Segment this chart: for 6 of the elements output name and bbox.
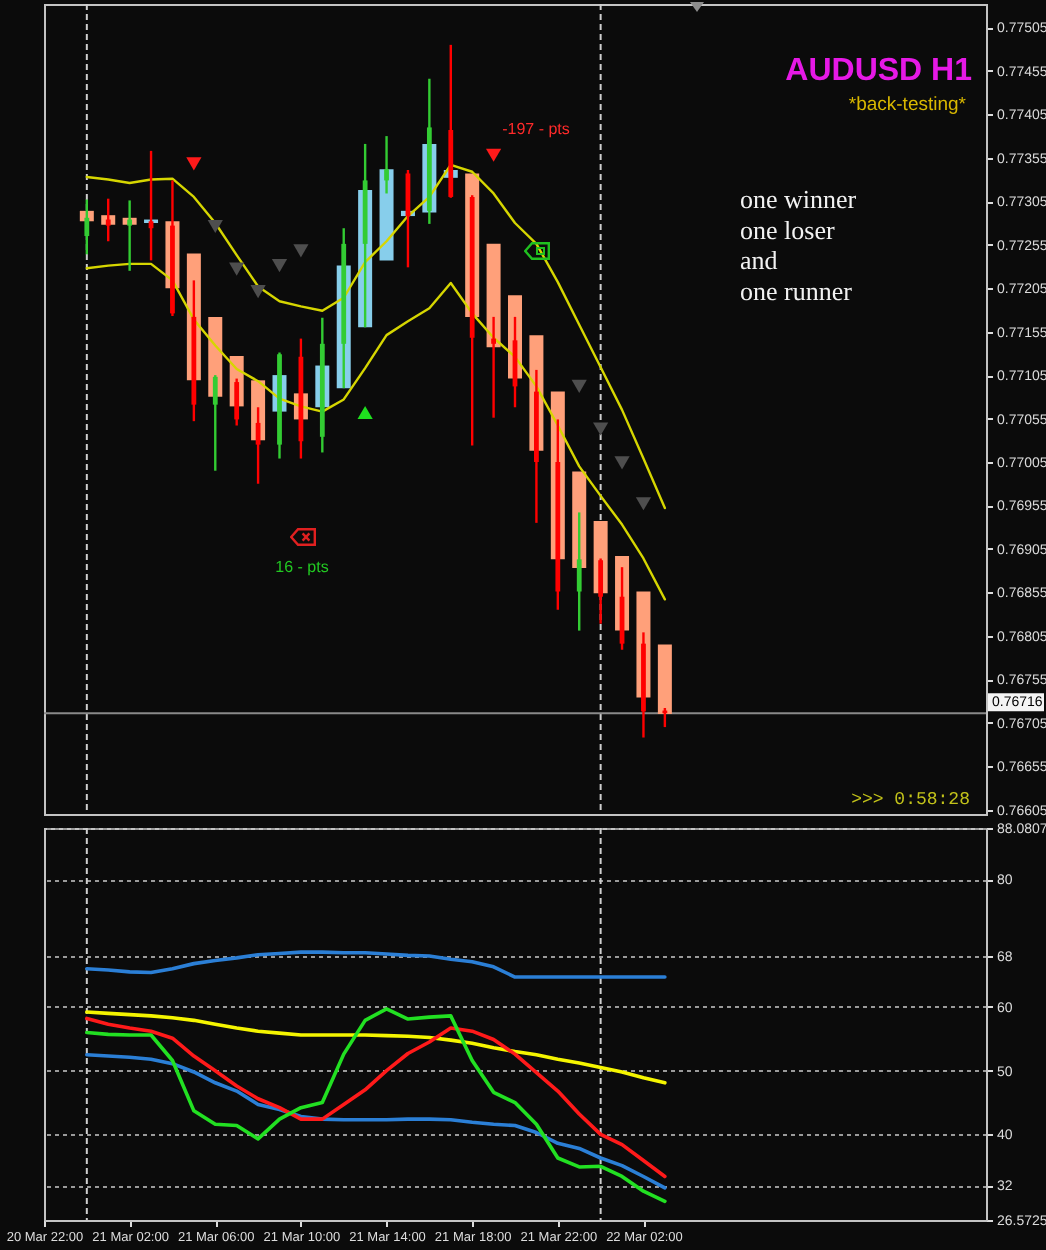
annotation: one winner one loser and one runner [740,184,858,306]
annotation: -197 - pts [502,120,570,138]
text: AUDUSD H1 [785,54,973,88]
annotation: >>> 0:58:28 [851,790,970,810]
text: *back-testing* [848,94,967,116]
annotation: 16 - pts [275,558,329,576]
